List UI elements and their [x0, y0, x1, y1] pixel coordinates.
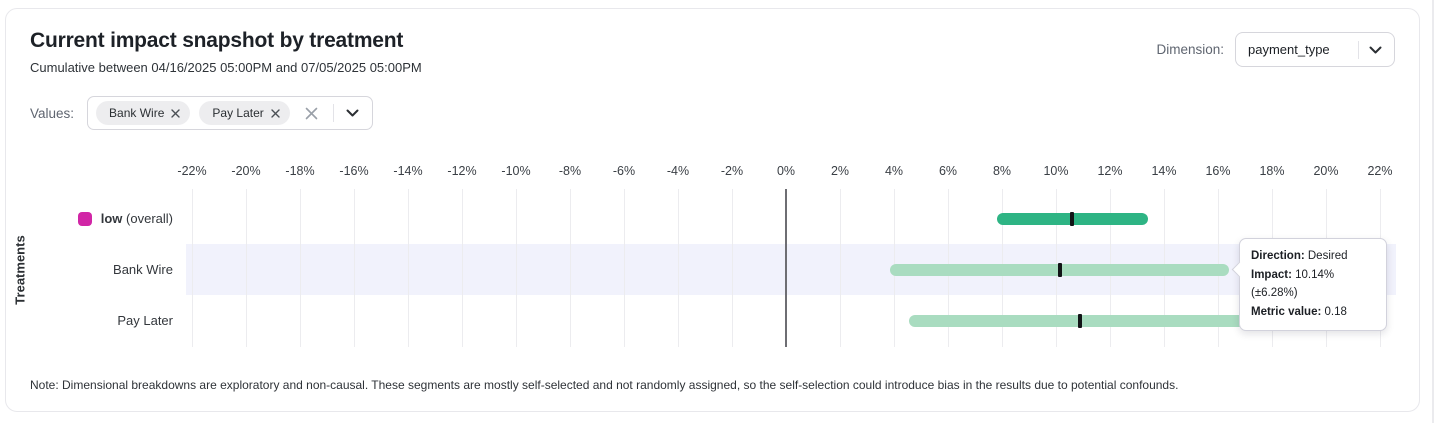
gridline: [408, 189, 409, 347]
x-axis-tick-label: -14%: [393, 164, 423, 178]
page-title: Current impact snapshot by treatment: [30, 29, 404, 52]
gridline: [624, 189, 625, 347]
chart-tooltip: Direction: Desired Impact: 10.14% (±6.28…: [1239, 238, 1387, 331]
x-axis-tick-label: -20%: [231, 164, 261, 178]
dimension-select[interactable]: payment_type: [1235, 32, 1395, 67]
gridline: [300, 189, 301, 347]
value-chip[interactable]: Pay Later: [199, 101, 290, 125]
clear-values-button[interactable]: [299, 106, 324, 121]
x-axis-tick-label: -2%: [720, 164, 744, 178]
x-axis-tick-label: 2%: [830, 164, 850, 178]
x-axis-tick-label: -22%: [177, 164, 207, 178]
treatment-row-label: Pay Later: [117, 313, 173, 328]
gridline: [354, 189, 355, 347]
gridline: [246, 189, 247, 347]
dimension-selected-value: payment_type: [1248, 42, 1330, 57]
values-divider: [332, 104, 334, 122]
x-axis-tick-label: 8%: [992, 164, 1012, 178]
x-axis-tick-label: 16%: [1205, 164, 1231, 178]
x-axis-tick-label: -10%: [501, 164, 531, 178]
page-right-divider: [1432, 0, 1434, 423]
header: Current impact snapshot by treatment Cum…: [30, 29, 422, 75]
chevron-down-icon: [1369, 41, 1382, 59]
impact-snapshot-card: Current impact snapshot by treatment Cum…: [5, 8, 1420, 412]
zero-axis-line: [785, 189, 787, 347]
dimension-control: Dimension: payment_type: [1156, 32, 1395, 67]
date-range-subtitle: Cumulative between 04/16/2025 05:00PM an…: [30, 60, 422, 75]
value-chip-label: Pay Later: [212, 106, 264, 120]
x-axis-tick-label: 18%: [1259, 164, 1285, 178]
values-multiselect[interactable]: Bank Wire Pay Later: [87, 96, 373, 130]
x-axis-tick-label: 20%: [1313, 164, 1339, 178]
gridline: [516, 189, 517, 347]
x-axis-tick-label: 22%: [1367, 164, 1393, 178]
gridline: [570, 189, 571, 347]
gridline: [192, 189, 193, 347]
legend-swatch: [77, 211, 92, 226]
x-axis-tick-label: -4%: [666, 164, 690, 178]
x-axis-tick-label: -12%: [447, 164, 477, 178]
select-divider: [1358, 40, 1359, 59]
x-axis-tick-label: -16%: [339, 164, 369, 178]
impact-point-marker: [1078, 313, 1083, 328]
x-axis-tick-label: 6%: [938, 164, 958, 178]
values-label: Values:: [30, 105, 75, 121]
chevron-down-icon[interactable]: [343, 104, 362, 122]
gridline: [732, 189, 733, 347]
x-axis-tick-label: 10%: [1043, 164, 1069, 178]
x-axis-tick-label: -6%: [612, 164, 636, 178]
x-axis-tick-label: 4%: [884, 164, 904, 178]
gridline: [678, 189, 679, 347]
x-axis-tick-label: -18%: [285, 164, 315, 178]
tooltip-direction: Direction: Desired: [1251, 250, 1348, 262]
dimension-label: Dimension:: [1156, 42, 1224, 57]
tooltip-metric-value: Metric value: 0.18: [1251, 305, 1347, 318]
x-axis-tick-label: 12%: [1097, 164, 1123, 178]
treatment-row-label: low (overall): [6, 193, 173, 244]
x-axis-tick-label: -8%: [558, 164, 582, 178]
footnote: Note: Dimensional breakdowns are explora…: [30, 378, 1179, 392]
treatment-row-label: Bank Wire: [113, 262, 173, 277]
x-axis-tick-label: 14%: [1151, 164, 1177, 178]
gridline: [462, 189, 463, 347]
values-filter: Values: Bank Wire Pay Later: [30, 96, 373, 130]
remove-chip-icon[interactable]: [171, 108, 181, 118]
tooltip-impact: Impact: 10.14% (±6.28%): [1251, 268, 1335, 300]
x-axis-tick-label: 0%: [776, 164, 796, 178]
impact-point-marker: [1057, 262, 1062, 277]
remove-chip-icon[interactable]: [271, 108, 280, 118]
value-chip-label: Bank Wire: [109, 106, 165, 120]
impact-chart: Treatments -22% -20% -18% -16% -14% -12% -10% -…: [6, 159, 1421, 359]
impact-point-marker: [1070, 211, 1075, 226]
value-chip[interactable]: Bank Wire: [96, 101, 191, 125]
gridline: [840, 189, 841, 347]
